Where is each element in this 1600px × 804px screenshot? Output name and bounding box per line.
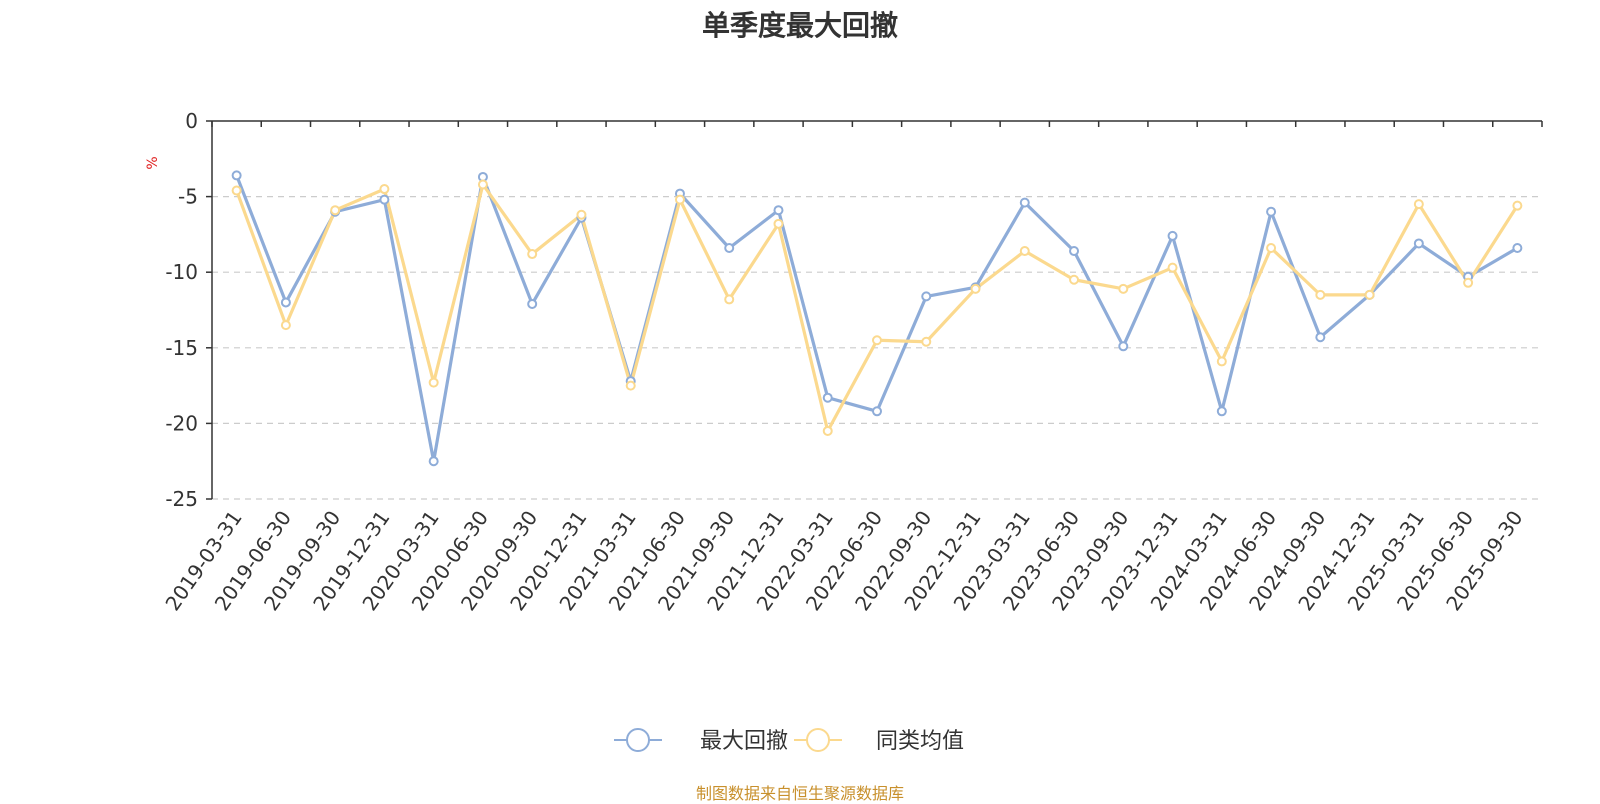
- data-point: [1463, 277, 1474, 288]
- y-tick-label: -10: [165, 260, 198, 284]
- data-point: [872, 335, 882, 346]
- data-point: [1019, 246, 1030, 257]
- series-line-0: [235, 174, 1519, 463]
- data-point: [822, 392, 833, 403]
- data-point: [773, 205, 784, 216]
- legend-item-1[interactable]: 同类均值: [794, 728, 964, 754]
- data-point: [1167, 230, 1178, 241]
- data-point: [428, 456, 439, 467]
- data-point: [921, 291, 932, 302]
- series-line-1: [235, 182, 1519, 433]
- data-point: [527, 298, 538, 309]
- data-point: [822, 425, 833, 436]
- data-point: [1069, 246, 1080, 257]
- data-point: [1069, 274, 1080, 285]
- data-point: [773, 218, 784, 229]
- data-source-note: 制图数据来自恒生聚源数据库: [695, 784, 904, 803]
- y-tick-label: 0: [185, 109, 198, 133]
- chart-title: 单季度最大回撤: [701, 9, 898, 42]
- data-point: [576, 209, 587, 220]
- y-axis-unit: %: [145, 156, 161, 169]
- data-point: [1266, 206, 1277, 217]
- data-point: [1364, 289, 1375, 300]
- data-point: [724, 294, 735, 305]
- data-point: [231, 170, 242, 181]
- data-point: [280, 297, 291, 308]
- data-point: [625, 380, 636, 391]
- data-point: [280, 320, 291, 331]
- data-point: [1413, 199, 1424, 210]
- data-point: [1315, 332, 1326, 343]
- data-point: [921, 336, 932, 347]
- series-lines: [231, 170, 1523, 467]
- data-point: [231, 185, 242, 196]
- data-point: [1216, 406, 1227, 417]
- data-point: [1512, 200, 1523, 211]
- data-point: [477, 179, 488, 190]
- data-point: [330, 205, 341, 216]
- legend-item-0[interactable]: 最大回撤: [614, 728, 788, 754]
- data-point: [674, 194, 685, 205]
- data-point: [1266, 243, 1277, 254]
- data-point: [379, 194, 390, 205]
- data-point: [1118, 341, 1129, 352]
- legend-marker: [626, 728, 650, 752]
- data-point: [1216, 356, 1227, 367]
- data-point: [428, 377, 439, 388]
- gridlines: [212, 196, 1542, 500]
- data-point: [724, 243, 735, 254]
- axes: 0-5-10-15-20-25%2019-03-312019-06-302019…: [145, 109, 1543, 615]
- y-tick-label: -5: [178, 185, 198, 209]
- data-point: [527, 249, 538, 260]
- data-point: [1413, 238, 1424, 249]
- data-point: [1019, 197, 1030, 208]
- data-point: [872, 406, 882, 417]
- data-point: [379, 184, 390, 195]
- y-tick-label: -15: [165, 336, 198, 360]
- legend-label: 同类均值: [876, 729, 964, 754]
- data-point: [1167, 262, 1178, 273]
- legend-marker: [806, 728, 830, 752]
- data-point: [1118, 283, 1129, 294]
- data-point: [1512, 243, 1523, 254]
- y-tick-label: -25: [165, 487, 198, 511]
- y-tick-label: -20: [165, 411, 198, 435]
- legend[interactable]: 最大回撤 同类均值: [614, 728, 964, 754]
- data-point: [1315, 289, 1326, 300]
- legend-label: 最大回撤: [700, 729, 788, 754]
- data-point: [970, 283, 981, 294]
